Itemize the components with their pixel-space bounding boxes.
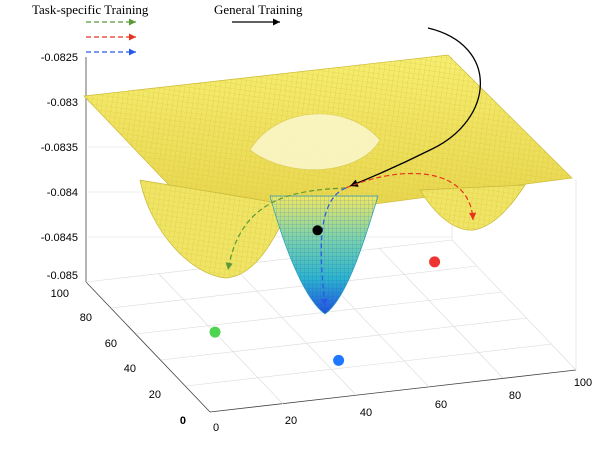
x-tick-label: 100 [574,377,592,389]
general-training-end-point [312,225,323,236]
z-tick-label: -0.084 [47,187,78,199]
legend: Task-specific Training General Training [32,2,303,56]
z-tick-label: -0.0835 [41,142,78,154]
axes-frame [85,57,577,413]
trajectories [225,27,481,307]
y-tick-label: 60 [105,338,117,350]
general-training-path [349,27,481,187]
x-tick-label: 60 [435,399,447,411]
y-ticks: 0 20 40 60 80 100 [51,288,186,427]
y-axis-line [85,281,211,413]
legend-general-label: General Training [214,2,303,17]
z-ticks: -0.0825 -0.083 -0.0835 -0.084 -0.0845 -0… [41,52,78,282]
task-path-blue [320,187,347,307]
right-well-mesh [420,185,525,231]
central-bump [249,113,381,170]
y-tick-label: 40 [124,363,136,375]
x-tick-label: 0 [213,422,219,434]
task-minimum-green-point [209,326,221,338]
central-well-mesh [270,196,378,314]
task-path-red [345,173,477,221]
task-minimum-red-point [429,256,441,268]
y-tick-label: 0 [180,415,186,427]
legend-task-specific-label: Task-specific Training [32,2,149,17]
z-tick-label: -0.083 [47,97,78,109]
x-tick-label: 40 [360,407,372,419]
y-tick-label: 80 [80,312,92,324]
x-tick-label: 80 [509,390,521,402]
y-tick-label: 20 [149,389,161,401]
y-tick-label: 100 [51,288,69,300]
x-axis-line [209,369,577,413]
task-path-green [225,187,347,271]
z-tick-label: -0.0825 [41,52,78,64]
points-layer [209,225,441,366]
loss-surface [83,54,573,315]
x-ticks: 0 20 40 60 80 100 [213,377,592,434]
z-tick-label: -0.0845 [41,232,78,244]
z-tick-label: -0.085 [47,270,78,282]
task-minimum-blue-point [333,354,345,366]
x-tick-label: 20 [285,415,297,427]
left-well-mesh [140,180,290,278]
